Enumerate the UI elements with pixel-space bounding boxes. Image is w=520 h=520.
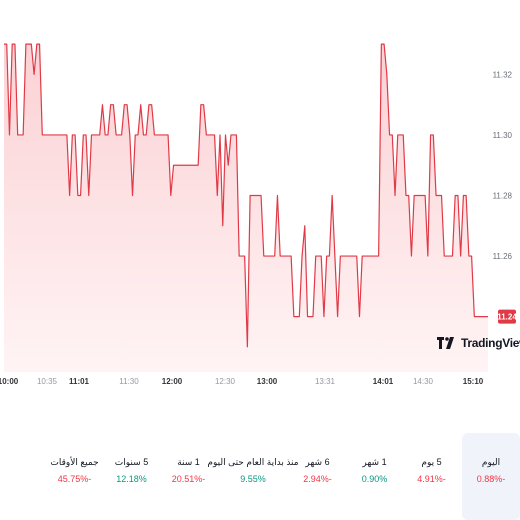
period-change-value: 0.88%- <box>476 474 506 484</box>
x-tick-label: 15:10 <box>463 377 484 386</box>
price-chart[interactable]: 11.32 11.30 11.28 11.26 10:00 10:35 11:01 11:3… <box>0 0 520 400</box>
x-tick-label: 11:30 <box>119 377 139 386</box>
period-change-value: 12.18% <box>116 474 147 484</box>
tradingview-logo-icon <box>437 337 454 349</box>
x-tick-label: 10:00 <box>0 377 19 386</box>
period-tab-0[interactable]: اليوم 0.88%- <box>462 433 520 520</box>
period-label: 1 شهر <box>362 457 387 467</box>
period-tab-7[interactable]: جميع الأوقات 45.75%- <box>46 433 103 520</box>
y-tick-label: 11.26 <box>493 252 513 261</box>
last-price-badge <box>498 309 516 324</box>
y-tick-label: 11.28 <box>493 192 513 201</box>
x-tick-label: 11:01 <box>69 377 90 386</box>
period-tab-5[interactable]: 1 سنة 20.51%- <box>160 433 217 520</box>
period-label: 6 شهر <box>305 457 330 467</box>
price-line <box>4 43 488 348</box>
x-tick-label: 14:01 <box>373 377 394 386</box>
x-tick-label: 14:30 <box>413 377 434 386</box>
period-change-value: 2.94%- <box>303 474 332 484</box>
period-tab-6[interactable]: 5 سنوات 12.18% <box>103 433 160 520</box>
period-change-value: 9.55% <box>240 474 266 484</box>
period-label: 5 سنوات <box>114 457 149 467</box>
x-tick-label: 12:00 <box>162 377 183 386</box>
y-tick-label: 11.30 <box>493 131 513 140</box>
period-label: جميع الأوقات <box>50 457 99 467</box>
period-change-value: 45.75%- <box>57 474 92 484</box>
period-change-value: 0.90% <box>361 474 388 484</box>
period-label: اليوم <box>481 457 501 467</box>
period-label: منذ بداية العام حتى اليوم <box>207 457 299 467</box>
x-tick-label: 12:30 <box>215 377 236 386</box>
x-tick-label: 13:00 <box>257 377 278 386</box>
performance-periods: اليوم 0.88%- 5 يوم 4.91%- 1 شهر 0.90% 6 شهر 2.9… <box>0 433 520 520</box>
price-chart-svg: 11.32 11.30 11.28 11.26 10:00 10:35 11:01 11:3… <box>0 43 517 386</box>
period-tab-1[interactable]: 5 يوم 4.91%- <box>403 433 460 520</box>
last-price-label: 11.24 <box>497 313 517 322</box>
x-tick-label: 13:31 <box>315 377 336 386</box>
period-label: 5 يوم <box>421 457 442 467</box>
period-tab-4[interactable]: منذ بداية العام حتى اليوم 9.55% <box>207 433 298 520</box>
tradingview-wordmark: TradingView <box>461 336 520 350</box>
period-label: 1 سنة <box>177 457 200 467</box>
price-area-fill <box>4 44 488 372</box>
tradingview-watermark[interactable]: TradingView <box>437 333 520 353</box>
x-tick-label: 10:35 <box>37 377 58 386</box>
period-change-value: 4.91%- <box>417 474 446 484</box>
period-tab-3[interactable]: 6 شهر 2.94%- <box>289 433 346 520</box>
period-change-value: 20.51%- <box>171 474 206 484</box>
period-tab-2[interactable]: 1 شهر 0.90% <box>346 433 403 520</box>
y-tick-label: 11.32 <box>493 70 513 79</box>
